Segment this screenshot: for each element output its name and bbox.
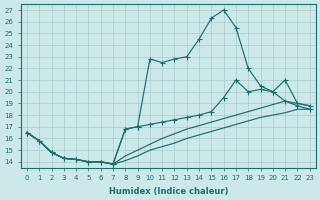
X-axis label: Humidex (Indice chaleur): Humidex (Indice chaleur)	[108, 187, 228, 196]
